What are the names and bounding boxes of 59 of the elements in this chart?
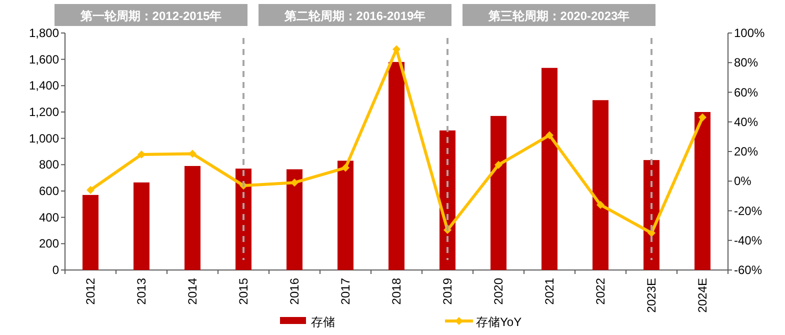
y2-tick-label: -40% <box>734 233 762 248</box>
x-tick-label: 2022 <box>594 278 608 305</box>
x-tick-label: 2021 <box>542 278 556 305</box>
point <box>596 200 604 209</box>
point <box>138 150 146 158</box>
bar <box>694 112 710 270</box>
y-tick-label: 1,600 <box>28 52 60 66</box>
y-tick-label: 200 <box>38 236 60 251</box>
x-tick-label: 2018 <box>390 278 404 305</box>
x-tick-label: 2017 <box>338 278 352 305</box>
bar <box>134 182 150 270</box>
y-tick-label: 400 <box>38 210 60 224</box>
point <box>290 178 298 187</box>
bar <box>236 168 252 270</box>
point <box>494 160 502 169</box>
y-tick-label: 1,000 <box>28 131 60 146</box>
point <box>698 113 706 122</box>
legend1: 存储YoY <box>445 315 522 329</box>
x-tick-label: 2015 <box>236 278 250 305</box>
x-tick-label: 2012 <box>84 278 98 305</box>
x-tick-label: 2023E <box>644 278 658 313</box>
x-tick-label: 2024E <box>696 278 710 313</box>
y-tick-label: 1,800 <box>28 26 60 40</box>
annotation2: 第三轮周期：2020-2023年 <box>462 4 656 26</box>
x-tick-label: 2014 <box>186 278 200 305</box>
annotation1: 第二轮周期：2016-2019年 <box>258 4 452 26</box>
y-tick-label: 600 <box>38 184 60 198</box>
bar <box>490 116 506 270</box>
bar <box>388 62 404 270</box>
point <box>86 186 94 194</box>
point <box>342 164 350 172</box>
bar <box>184 166 200 270</box>
y2-tick-label: 40% <box>734 114 758 129</box>
annotation0: 第一轮周期：2012-2015年 <box>54 4 248 26</box>
y2-tick-label: 20% <box>734 144 758 158</box>
y2-tick-label: -20% <box>734 204 762 218</box>
bar <box>338 160 354 270</box>
y2-tick-label: 60% <box>734 85 758 100</box>
legend-label: 存储YoY <box>476 315 522 329</box>
legend-label: 存储 <box>311 315 335 329</box>
y-tick-label: 1,200 <box>28 105 60 119</box>
point <box>188 150 196 158</box>
y2-tick-label: 80% <box>734 56 758 70</box>
bar <box>286 169 302 270</box>
y2-tick-label: 100% <box>734 26 766 40</box>
x-tick-label: 2016 <box>288 278 302 305</box>
bar <box>592 100 608 270</box>
bar <box>82 194 98 270</box>
point <box>546 131 554 140</box>
y-tick-label: 800 <box>38 158 60 172</box>
legend0: 存储 <box>280 315 335 329</box>
x-tick-label: 2013 <box>134 278 148 305</box>
y-tick-label: 0 <box>52 263 60 277</box>
x-tick-label: 2020 <box>492 278 506 305</box>
y-tick-label: 1,400 <box>28 78 60 93</box>
bar <box>542 68 558 270</box>
x-tick-label: 2019 <box>440 278 454 305</box>
y2-tick-label: 0% <box>734 174 752 188</box>
y2-tick-label: -60% <box>734 263 762 277</box>
